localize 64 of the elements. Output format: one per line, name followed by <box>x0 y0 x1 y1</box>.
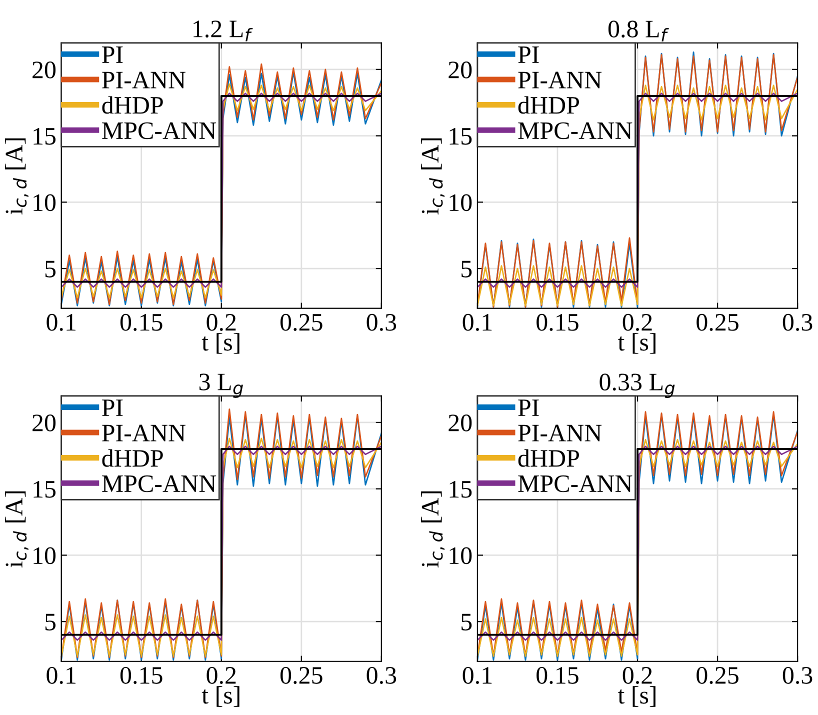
y-axis-title: i$_{c,d}$ [A] <box>421 491 445 568</box>
legend-label: PI <box>102 400 123 416</box>
y-tick-label: 20 <box>448 414 472 432</box>
x-tick-label: 0.1 <box>46 314 76 331</box>
legend-label: MPC-ANN <box>102 122 216 140</box>
x-tick-label: 0.1 <box>462 314 492 331</box>
x-tick-label: 0.15 <box>120 666 162 684</box>
x-tick-label: 0.1 <box>46 666 76 684</box>
y-axis-title: i$_{c,d}$ [A] <box>421 138 445 214</box>
x-tick-label: 0.3 <box>366 666 396 684</box>
x-tick-label: 0.25 <box>280 666 322 684</box>
legend-label: PI-ANN <box>518 424 602 442</box>
x-tick-label: 0.25 <box>280 314 322 331</box>
y-tick-label: 5 <box>462 260 472 278</box>
x-axis-title: t [s] <box>202 686 240 707</box>
y-tick-label: 20 <box>448 61 472 78</box>
y-tick-label: 5 <box>45 614 56 630</box>
chart-title: 3 L$_{g}$ <box>199 374 243 398</box>
y-tick-label: 20 <box>32 414 56 432</box>
chart-title: 0.8 L$_{f}$ <box>608 20 669 42</box>
x-tick-label: 0.2 <box>206 314 236 331</box>
x-tick-label: 0.3 <box>782 314 812 331</box>
y-tick-label: 10 <box>34 547 56 564</box>
y-tick-label: 10 <box>450 194 472 212</box>
legend-label: dHDP <box>102 449 163 467</box>
x-tick-label: 0.1 <box>462 666 492 684</box>
x-axis-title: t [s] <box>618 686 656 707</box>
y-axis-title: i$_{c,d}$ [A] <box>4 138 28 214</box>
y-tick-label: 5 <box>462 614 472 630</box>
legend-label: MPC-ANN <box>518 122 632 140</box>
y-tick-label: 10 <box>450 547 472 564</box>
legend-label: PI <box>102 46 123 63</box>
y-tick-label: 15 <box>34 481 56 498</box>
y-tick-label: 20 <box>32 61 56 78</box>
legend-label: PI-ANN <box>102 72 186 88</box>
x-tick-label: 0.15 <box>536 666 578 684</box>
x-tick-label: 0.15 <box>536 314 578 331</box>
x-tick-label: 0.25 <box>696 666 738 684</box>
chart-title: 0.33 L$_{g}$ <box>600 374 675 398</box>
x-tick-label: 0.2 <box>206 666 236 684</box>
chart-title: 1.2 L$_{f}$ <box>194 20 253 42</box>
x-tick-label: 0.2 <box>622 666 652 684</box>
legend-label: MPC-ANN <box>102 475 216 492</box>
y-tick-label: 15 <box>34 128 56 145</box>
y-tick-label: 15 <box>450 481 472 498</box>
y-tick-label: 15 <box>450 128 472 145</box>
y-tick-label: 5 <box>45 260 56 278</box>
legend-label: dHDP <box>518 96 579 114</box>
legend-label: dHDP <box>102 96 163 114</box>
y-tick-label: 10 <box>34 194 56 212</box>
x-tick-label: 0.2 <box>622 314 652 331</box>
x-axis-title: t [s] <box>618 333 656 354</box>
x-tick-label: 0.3 <box>366 314 396 331</box>
y-axis-title: i$_{c,d}$ [A] <box>4 491 28 568</box>
x-tick-label: 0.3 <box>782 666 812 684</box>
x-tick-label: 0.25 <box>696 314 738 331</box>
legend-label: PI <box>518 400 539 416</box>
legend-label: PI-ANN <box>102 424 186 442</box>
x-tick-label: 0.15 <box>120 314 162 331</box>
legend-label: PI-ANN <box>518 72 602 88</box>
legend-label: PI <box>518 46 539 63</box>
x-axis-title: t [s] <box>202 333 240 354</box>
legend-label: MPC-ANN <box>518 475 632 492</box>
legend-label: dHDP <box>518 449 579 467</box>
